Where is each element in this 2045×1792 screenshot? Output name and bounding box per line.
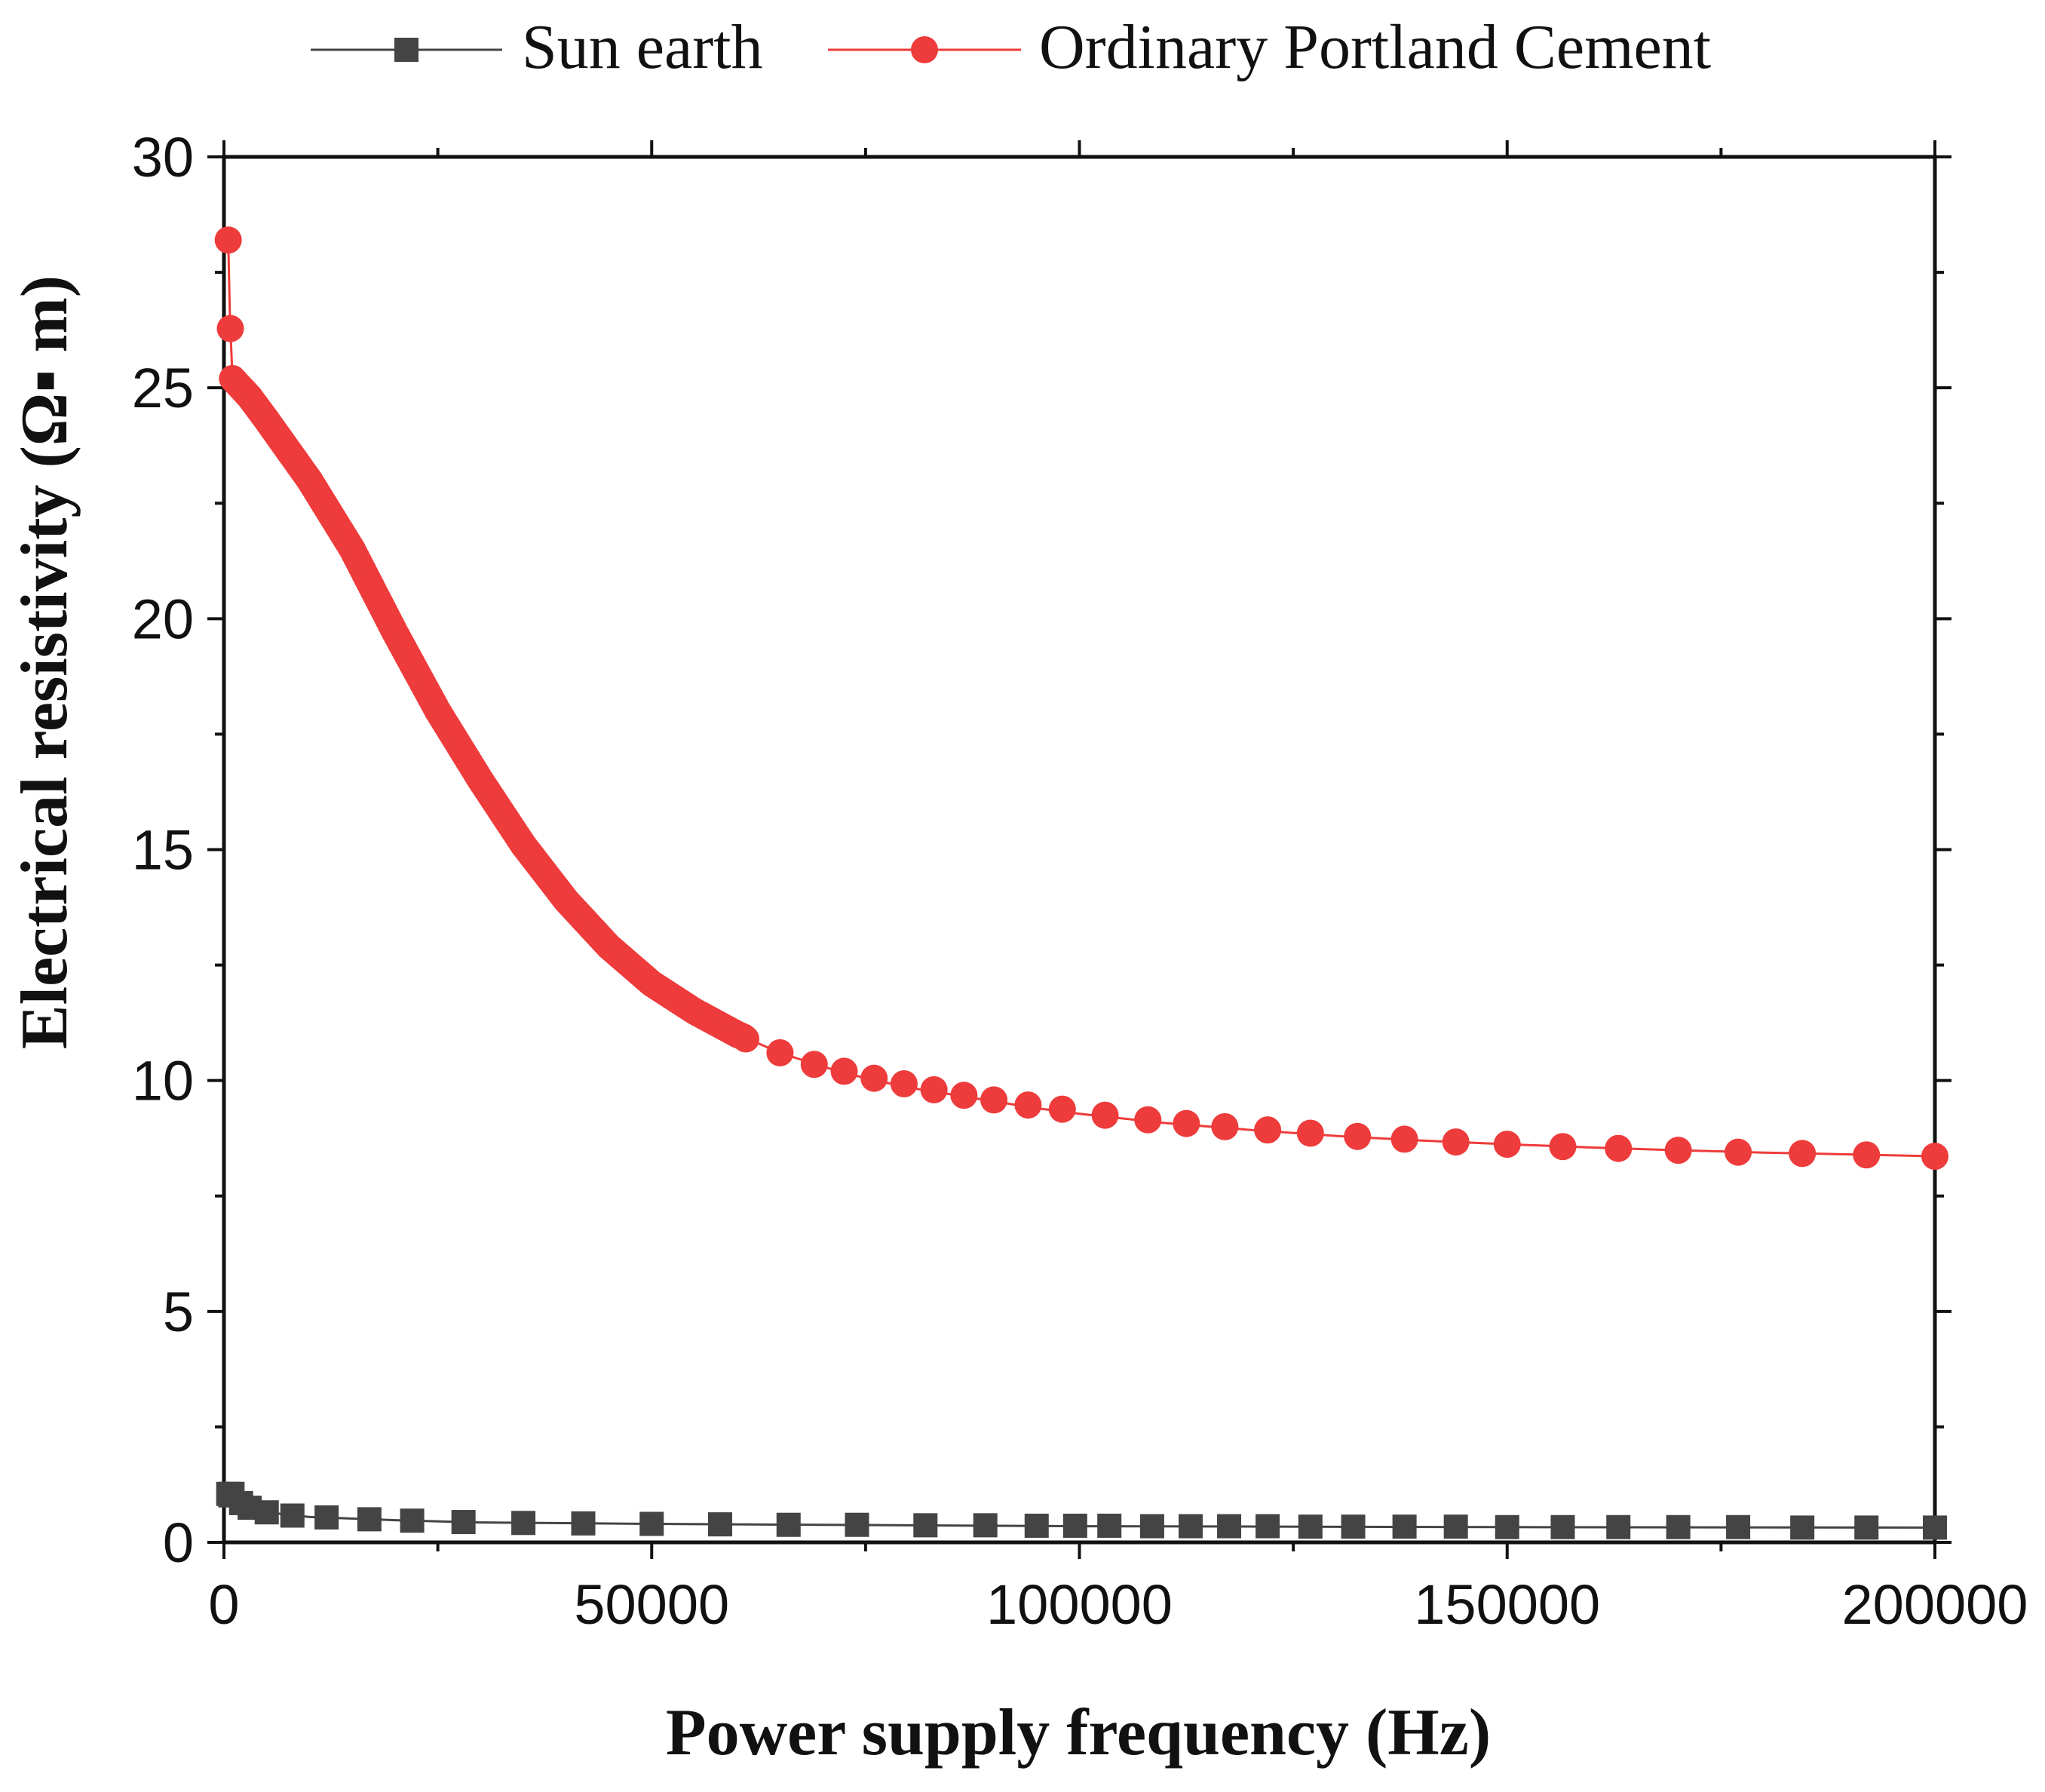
y-tick-label: 5 <box>163 1281 194 1343</box>
ordinary-portland-cement-line <box>227 240 1936 1158</box>
sun-earth-point <box>1256 1514 1280 1539</box>
y-tick-label: 30 <box>132 126 194 189</box>
y-tick-label: 15 <box>132 819 194 882</box>
sun-earth-point <box>1217 1514 1242 1539</box>
sun-earth-point <box>357 1507 382 1532</box>
sun-earth-point <box>1298 1514 1323 1539</box>
ordinary-portland-cement-point <box>1493 1131 1521 1158</box>
ordinary-portland-cement-point <box>1296 1119 1324 1147</box>
sun-earth-point <box>1666 1514 1691 1539</box>
sun-earth-point <box>1550 1514 1575 1539</box>
ordinary-portland-cement-point <box>1789 1140 1817 1168</box>
sun-earth-point <box>571 1511 596 1536</box>
ordinary-portland-cement-point <box>1664 1137 1692 1164</box>
y-tick-label: 25 <box>132 357 194 419</box>
sun-earth-point <box>451 1510 476 1535</box>
sun-earth-point <box>708 1512 733 1537</box>
sun-earth-point <box>913 1513 938 1538</box>
sun-earth-point <box>1606 1514 1631 1539</box>
sun-earth-point <box>639 1511 664 1536</box>
y-axis: 0 5 10 15 20 25 30 <box>132 126 1951 1574</box>
legend-label-sun-earth: Sun earth <box>522 12 763 82</box>
x-axis: 0 50000 100000 150000 200000 <box>208 140 2028 1636</box>
sun-earth-point <box>1854 1515 1879 1540</box>
ordinary-portland-cement-point <box>1344 1122 1372 1150</box>
sun-earth-point <box>400 1508 425 1533</box>
ordinary-portland-cement-point <box>920 1076 948 1103</box>
sun-earth-point <box>845 1512 869 1537</box>
y-tick-label: 0 <box>163 1511 194 1574</box>
sun-earth-point <box>254 1500 279 1525</box>
ordinary-portland-cement-point <box>980 1086 1008 1114</box>
sun-earth-point <box>1790 1515 1815 1540</box>
x-tick-label: 100000 <box>986 1573 1173 1636</box>
sun-earth-point <box>1139 1514 1164 1539</box>
ordinary-portland-cement-point <box>950 1082 978 1109</box>
ordinary-portland-cement-point <box>1091 1101 1119 1129</box>
sun-earth-point <box>1178 1514 1203 1539</box>
ordinary-portland-cement-point <box>1211 1112 1239 1140</box>
x-tick-label: 50000 <box>574 1573 729 1636</box>
sun-earth-point <box>280 1503 305 1528</box>
sun-earth-point <box>1024 1513 1049 1538</box>
legend-marker-sun-earth <box>394 38 419 62</box>
x-tick-label: 200000 <box>1842 1573 2028 1636</box>
ordinary-portland-cement-point <box>1921 1143 1948 1171</box>
y-tick-label: 20 <box>132 588 194 650</box>
sun-earth-point <box>973 1513 998 1538</box>
sun-earth-point <box>1392 1514 1417 1539</box>
ordinary-portland-cement-point <box>766 1039 794 1066</box>
sun-earth-point <box>776 1512 801 1537</box>
ordinary-portland-cement-point <box>1254 1116 1282 1144</box>
plot-frame <box>222 155 1937 1545</box>
ordinary-portland-cement-point <box>1853 1141 1881 1169</box>
ordinary-portland-cement-point <box>1048 1095 1076 1123</box>
x-tick-label: 0 <box>208 1573 239 1636</box>
legend-label-opc: Ordinary Portland Cement <box>1039 12 1711 82</box>
x-tick-label: 150000 <box>1414 1573 1600 1636</box>
ordinary-portland-cement-point <box>1605 1134 1633 1162</box>
ordinary-portland-cement-point <box>1390 1125 1418 1153</box>
sun-earth-point <box>1923 1515 1947 1540</box>
ordinary-portland-cement-point <box>1173 1109 1200 1137</box>
legend-marker-opc <box>911 36 938 63</box>
sun-earth-point <box>1443 1514 1468 1539</box>
ordinary-portland-cement-point <box>890 1069 918 1097</box>
sun-earth-point <box>511 1511 536 1536</box>
ordinary-portland-cement-point <box>1549 1133 1577 1161</box>
y-axis-label: Electrical resistivity (Ω▪ m) <box>8 275 81 1049</box>
y-tick-label: 10 <box>132 1050 194 1112</box>
series-ordinary-portland-cement <box>214 226 1948 1171</box>
ordinary-portland-cement-point <box>860 1064 888 1092</box>
ordinary-portland-cement-point <box>1725 1138 1752 1166</box>
ordinary-portland-cement-marker <box>216 315 244 342</box>
sun-earth-point <box>314 1505 339 1530</box>
ordinary-portland-cement-point <box>1134 1106 1162 1134</box>
ordinary-portland-cement-point <box>1442 1128 1470 1156</box>
x-axis-label: Power supply frequency (Hz) <box>666 1696 1491 1769</box>
ordinary-portland-cement-point <box>800 1051 828 1079</box>
sun-earth-point <box>1495 1514 1519 1539</box>
ordinary-portland-cement-point <box>830 1057 858 1085</box>
sun-earth-point <box>1726 1514 1751 1539</box>
ordinary-portland-cement-point <box>732 1025 760 1053</box>
series-sun-earth <box>216 1481 1947 1540</box>
ordinary-portland-cement-marker <box>214 226 242 254</box>
sun-earth-point <box>1062 1513 1087 1538</box>
sun-earth-point <box>1341 1514 1366 1539</box>
legend: Sun earth Ordinary Portland Cement <box>311 12 1711 82</box>
sun-earth-point <box>1097 1513 1122 1538</box>
ordinary-portland-cement-point <box>1014 1091 1042 1119</box>
